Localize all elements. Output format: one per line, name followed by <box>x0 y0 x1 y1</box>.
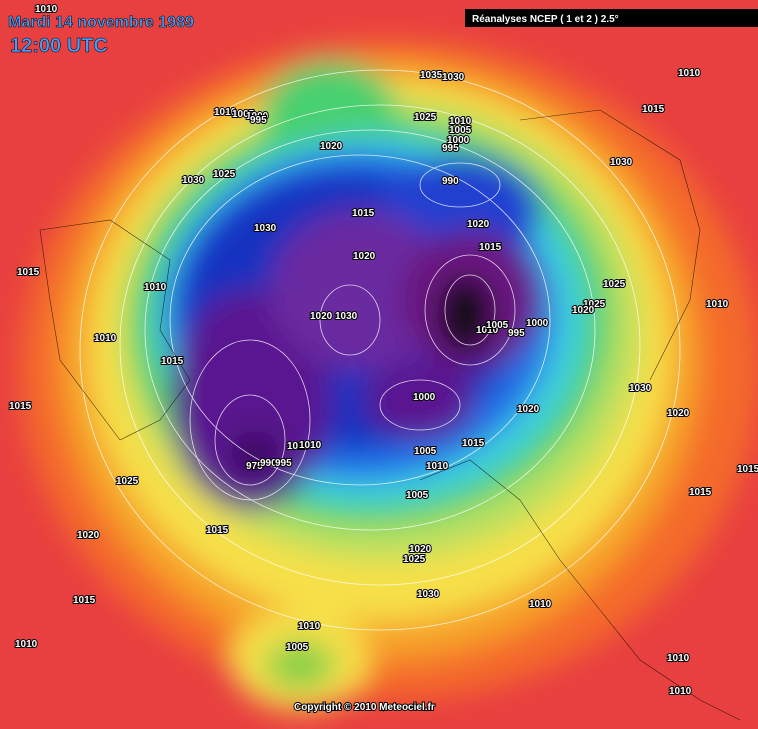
isobar-label: 1010 <box>667 653 690 664</box>
isobar-label: 1005 <box>449 125 472 136</box>
isobar-label: 1010 <box>35 4 58 15</box>
date: Mardi 14 novembre 1989 <box>8 14 194 31</box>
isobar-label: 1020 <box>467 219 490 230</box>
isobar-label: 990 <box>260 458 277 469</box>
isobar-label: 1010 <box>476 325 499 336</box>
coastlines <box>39 109 741 721</box>
isobar-label: 1035 <box>420 70 443 81</box>
pressure-field <box>20 40 758 710</box>
isobar-label: 1020 <box>667 408 690 419</box>
isobar-label: 1010 <box>678 68 701 79</box>
isobar-label: 1020 <box>572 305 595 316</box>
isobar-label: 1015 <box>17 267 40 278</box>
source: Réanalyses NCEP ( 1 et 2 ) 2.5° <box>472 14 619 25</box>
isobar-label: 1025 <box>414 112 437 123</box>
isobar-label: 1010 <box>426 461 449 472</box>
isobar-label: 1000 <box>413 392 436 403</box>
isobar-label: 1010 <box>94 333 117 344</box>
isobar-label: 1015 <box>479 242 502 253</box>
isobar-label: 1020 <box>77 530 100 541</box>
isobar-label: 1015 <box>73 595 96 606</box>
isobar-label: 1015 <box>642 104 665 115</box>
isobar-label: 1005 <box>232 109 255 120</box>
isobar-label: 1010 <box>144 282 167 293</box>
isobar-label: 995 <box>508 328 525 339</box>
isobar-label: 1010 <box>298 621 321 632</box>
isobar-label: 1015 <box>737 464 758 475</box>
isobar-label: 1010 <box>669 686 692 697</box>
isobar-label: 1005 <box>414 446 437 457</box>
isobar-label: 975 <box>246 461 263 472</box>
isobar-label: 1020 <box>517 404 540 415</box>
isobar-label: 1000 <box>447 135 470 146</box>
isobar-label: 1000 <box>246 111 269 122</box>
isobar-label: 1020 <box>409 544 432 555</box>
isobar-label: 1015 <box>161 356 184 367</box>
isobars <box>79 69 681 631</box>
isobar-label: 1015 <box>352 208 375 219</box>
isobar-label: 1015 <box>462 438 485 449</box>
isobar-label: 995 <box>250 115 267 126</box>
isobar-label: 1025 <box>403 554 426 565</box>
isobar-label: 1005 <box>406 490 429 501</box>
isobar-label: 1010 <box>449 116 472 127</box>
isobar-label: 1030 <box>442 72 465 83</box>
isobar-label: 1010 <box>287 441 310 452</box>
isobar-label: 1025 <box>213 169 236 180</box>
isobar-label: 1000 <box>526 318 549 329</box>
isobar-label: 1015 <box>206 525 229 536</box>
isobar-label: 1030 <box>335 311 358 322</box>
isobar-label: 995 <box>275 458 292 469</box>
isobar-label: 1020 <box>353 251 376 262</box>
isobar-label: 1010 <box>529 599 552 610</box>
isobar-label: 1015 <box>9 401 32 412</box>
isobar-label: 995 <box>442 143 459 154</box>
isobar-label: 1030 <box>417 589 440 600</box>
isobar-label: 1005 <box>286 642 309 653</box>
isobar-label: 1010 <box>299 440 322 451</box>
isobar-label: 1025 <box>603 279 626 290</box>
copyright: Copyright © 2010 Meteociel.fr <box>294 702 435 713</box>
source-box <box>465 9 758 27</box>
isobar-label: 1025 <box>583 299 606 310</box>
time: 12:00 UTC <box>10 35 108 57</box>
isobar-label: 1030 <box>254 223 277 234</box>
isobar-label: 990 <box>442 176 459 187</box>
isobar-label: 1005 <box>486 320 509 331</box>
isobar-label: 1010 <box>706 299 729 310</box>
isobar-label: 1010 <box>214 107 237 118</box>
isobar-label: 1030 <box>629 383 652 394</box>
isobar-label: 1025 <box>116 476 139 487</box>
isobar-label: 1030 <box>610 157 633 168</box>
isobar-label: 1030 <box>182 175 205 186</box>
isobar-label: 1020 <box>320 141 343 152</box>
isobar-label: 1015 <box>689 487 712 498</box>
isobar-label: 1020 <box>310 311 333 322</box>
isobar-label: 1010 <box>15 639 38 650</box>
